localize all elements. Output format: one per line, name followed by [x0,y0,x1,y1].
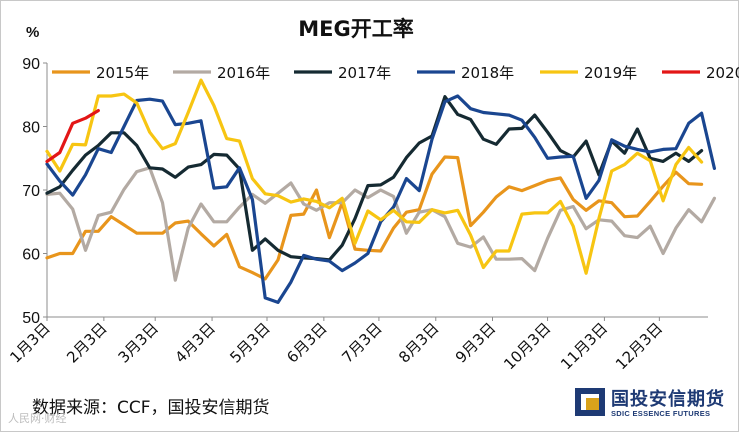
x-tick-label: 6月3日 [283,319,330,366]
y-tick-label: 60 [22,247,40,264]
legend-label-2015年: 2015年 [96,64,149,82]
x-tick-label: 7月3日 [338,319,385,366]
logo-name-cn: 国投安信期货 [611,389,725,410]
x-tick-label: 12月3日 [612,319,666,373]
x-tick-label: 3月3日 [115,319,162,366]
legend-label-2019年: 2019年 [584,64,637,82]
chart-title: MEG开工率 [298,17,413,41]
y-tick-label: 50 [22,310,40,327]
y-tick-label: 90 [22,56,40,73]
series-line-2019年 [45,78,704,275]
x-tick-label: 10月3日 [500,319,554,373]
source-note: 数据来源：CCF，国投安信期货 [32,398,270,418]
x-tick-label: 8月3日 [395,319,442,366]
logo-name-en: SDIC ESSENCE FUTURES [611,409,711,418]
x-tick-label: 9月3日 [452,319,499,366]
legend: 2015年 2016年 2017年 2018年 2019年 2020年 [52,64,739,82]
series-line-2018年 [45,94,717,304]
x-tick-label: 11月3日 [557,319,611,373]
legend-label-2018年: 2018年 [461,64,514,82]
legend-label-2017年: 2017年 [338,64,391,82]
watermark: 人民网·财经 [8,412,67,425]
y-tick-label: 70 [22,183,40,200]
y-axis-unit-label: % [26,24,39,41]
x-tick-label: 5月3日 [226,319,273,366]
y-tick-label: 80 [22,120,40,137]
series-layer [45,78,717,304]
x-tick-label: 4月3日 [171,319,218,366]
series-line-2017年 [45,95,704,262]
legend-label-2016年: 2016年 [217,64,270,82]
x-tick-label: 2月3日 [63,319,110,366]
series-line-2015年 [45,155,704,281]
company-logo: 国投安信期货 SDIC ESSENCE FUTURES [575,384,735,424]
series-line-2020年 [45,108,100,163]
logo-mark-icon [575,388,605,416]
legend-label-2020年: 2020年 [706,64,739,82]
series-line-2016年 [45,166,717,282]
